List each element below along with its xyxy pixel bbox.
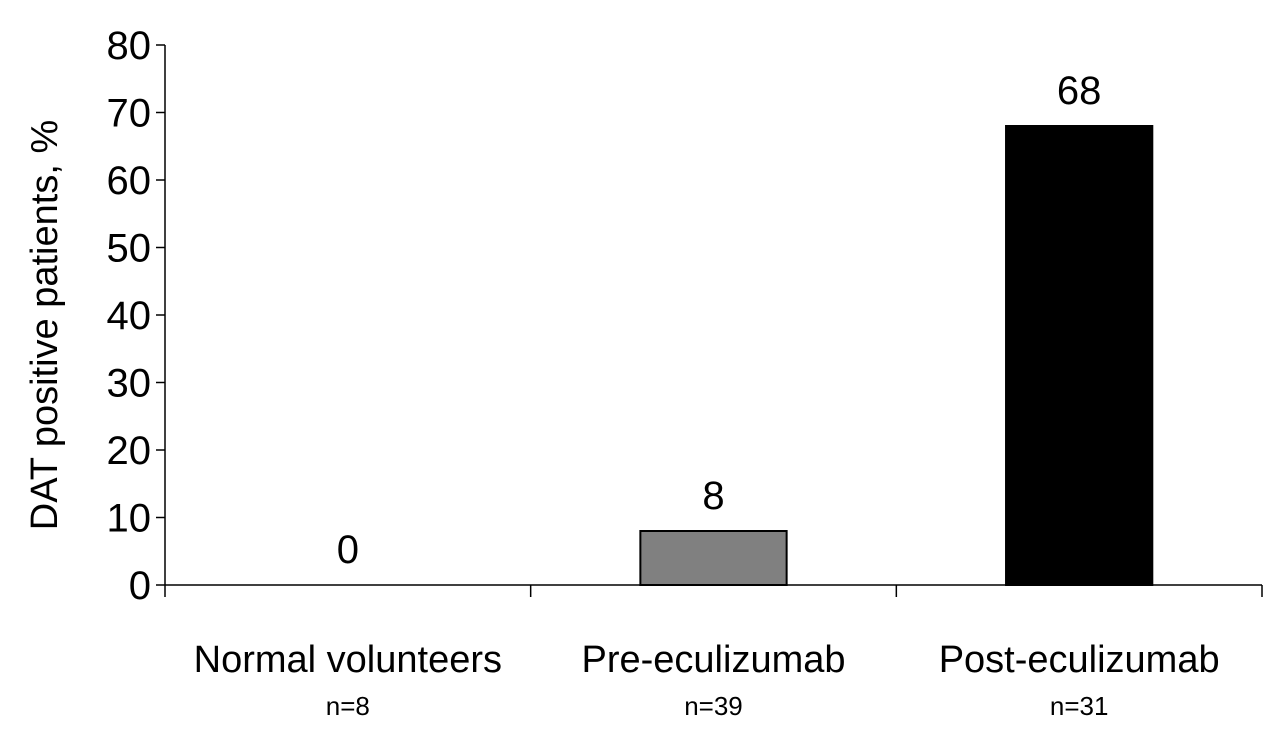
y-axis-title: DAT positive patients, % bbox=[24, 120, 66, 530]
category-label: Pre-eculizumab bbox=[582, 639, 846, 681]
y-tick-label: 20 bbox=[107, 429, 152, 473]
sample-size-label: n=39 bbox=[684, 691, 743, 721]
sample-size-label: n=8 bbox=[326, 691, 370, 721]
bars bbox=[639, 125, 1154, 586]
y-axis: 0 10 20 30 40 50 60 70 80 bbox=[107, 24, 166, 608]
data-labels: 0 8 68 bbox=[337, 69, 1102, 572]
x-axis: Normal volunteers n=8 Pre-eculizumab n=39 Po… bbox=[164, 584, 1263, 721]
data-label: 0 bbox=[337, 528, 359, 572]
sample-size-label: n=31 bbox=[1050, 691, 1109, 721]
bar-pre-eculizumab bbox=[639, 530, 788, 586]
category-label: Post-eculizumab bbox=[939, 639, 1220, 681]
y-tick-label: 80 bbox=[107, 24, 152, 68]
data-label: 68 bbox=[1057, 69, 1102, 113]
bar-post-eculizumab bbox=[1005, 125, 1154, 586]
category-label: Normal volunteers bbox=[194, 639, 502, 681]
y-tick-label: 0 bbox=[129, 564, 151, 608]
y-tick-label: 50 bbox=[107, 227, 152, 271]
y-tick-label: 70 bbox=[107, 92, 152, 136]
y-tick-label: 40 bbox=[107, 294, 152, 338]
y-tick-label: 60 bbox=[107, 159, 152, 203]
y-tick-label: 10 bbox=[107, 497, 152, 541]
y-tick-label: 30 bbox=[107, 362, 152, 406]
data-label: 8 bbox=[702, 474, 724, 518]
